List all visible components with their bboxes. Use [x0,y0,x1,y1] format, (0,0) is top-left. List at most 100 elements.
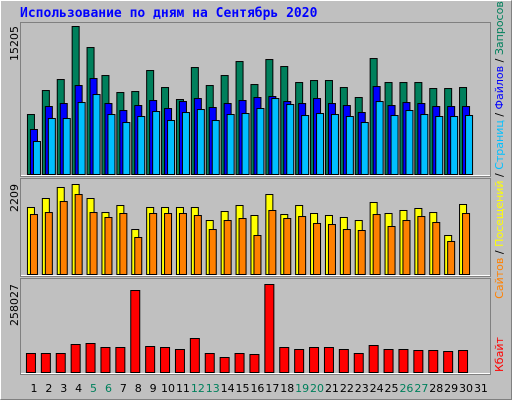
bar [398,349,409,373]
x-tick-label: 19 [295,382,309,395]
bar [327,224,336,275]
bar [47,118,56,175]
bar [219,357,230,374]
x-tick-label: 12 [191,382,205,395]
x-tick-label: 31 [474,382,488,395]
bar [268,209,277,276]
legend-entry: Запросов [493,1,506,55]
bar [122,122,131,175]
x-tick-label: 18 [280,382,294,395]
x-tick-label: 7 [120,382,127,395]
bar [458,350,469,374]
bar [357,229,366,275]
bar [450,116,459,176]
x-tick-label: 5 [90,382,97,395]
x-tick-label: 10 [161,382,175,395]
bar [29,214,38,275]
legend-separator: / [493,55,506,66]
bar [130,290,141,374]
bar [253,235,262,275]
x-tick-label: 9 [150,382,157,395]
bar [149,213,158,276]
bar [241,113,250,175]
bar [238,218,247,275]
bar [309,347,320,374]
bar [405,110,414,175]
bar [100,347,111,374]
y-tick-label: 15205 [8,26,21,61]
x-tick-label: 24 [370,382,384,395]
bar [44,212,53,275]
bar [249,354,260,373]
bar [372,214,381,275]
x-tick-label: 23 [355,382,369,395]
x-tick-label: 17 [265,382,279,395]
legend-separator: / [493,170,506,181]
x-tick-label: 15 [236,382,250,395]
legend-entry: Кбайт [493,337,506,372]
bar [234,353,245,374]
bar [323,347,334,374]
bar [167,120,176,176]
bar [432,222,441,276]
bar [465,115,474,175]
bar [342,229,351,275]
bar [160,347,171,374]
bar [62,118,71,175]
x-tick-label: 28 [429,382,443,395]
bar [137,116,146,176]
bar [208,229,217,275]
y-tick-label: 258027 [8,284,21,326]
bar [89,212,98,275]
bar [390,115,399,175]
bar [74,194,83,275]
bar [338,349,349,373]
bar [368,345,379,374]
x-tick-label: 20 [310,382,324,395]
bar [104,217,113,275]
bar [25,353,36,374]
bar [134,237,143,276]
bar [85,343,96,374]
bar [353,353,364,374]
x-tick-label: 25 [385,382,399,395]
bar [313,222,322,275]
bar [119,213,128,276]
bar [402,220,411,275]
bar [152,111,161,175]
bar [193,215,202,275]
legend-separator: / [493,247,506,258]
legend-entry: Посещений [493,180,506,246]
x-tick-label: 21 [325,382,339,395]
x-tick-label: 2 [45,382,52,395]
bar [59,201,68,276]
x-tick-label: 14 [221,382,235,395]
x-tick-label: 13 [206,382,220,395]
bar [271,98,280,175]
bar [283,218,292,275]
y-tick-label: 2209 [8,184,21,212]
bar [462,213,471,276]
bar [447,240,456,275]
bar [189,338,200,373]
bar [375,101,384,175]
bar [256,108,265,175]
bar [211,120,220,176]
bar [360,122,369,175]
legend-entry: Файлов [493,66,506,110]
bar [435,116,444,176]
x-tick-label: 1 [30,382,37,395]
bar [178,213,187,276]
bar [55,353,66,374]
bar [145,346,156,373]
x-tick-label: 27 [414,382,428,395]
bar [32,141,41,176]
bar [420,114,429,175]
bar [164,213,173,276]
x-tick-label: 6 [105,382,112,395]
bar [294,349,305,373]
x-tick-label: 22 [340,382,354,395]
bar [443,351,454,373]
bar [92,94,101,175]
